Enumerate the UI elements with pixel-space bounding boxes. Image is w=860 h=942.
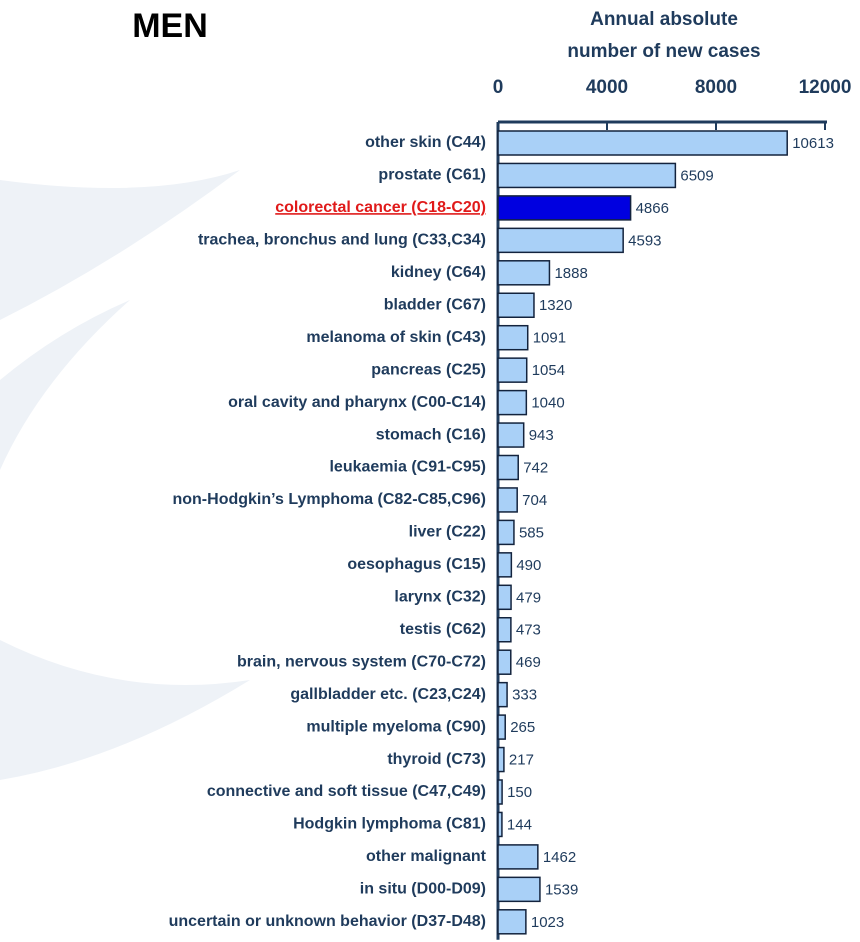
value-label: 742 <box>523 459 548 476</box>
category-label: uncertain or unknown behavior (D37-D48) <box>169 913 486 930</box>
category-label: pancreas (C25) <box>371 361 486 378</box>
category-label: leukaemia (C91-C95) <box>329 459 486 476</box>
bar <box>497 519 515 546</box>
value-label: 1091 <box>533 330 566 347</box>
value-label: 6509 <box>680 167 713 184</box>
background-decoration <box>0 170 250 780</box>
bar <box>497 130 788 156</box>
value-label: 490 <box>516 557 541 574</box>
axis-title: number of new cases <box>567 41 760 62</box>
category-label: non-Hodgkin’s Lymphoma (C82-C85,C96) <box>172 491 486 508</box>
x-tick-label: 8000 <box>695 77 737 98</box>
value-label: 479 <box>516 589 541 606</box>
value-label: 4593 <box>628 232 661 249</box>
x-tick-label: 0 <box>493 77 504 98</box>
axis-title: Annual absolute <box>590 9 738 30</box>
value-label: 1539 <box>545 881 578 898</box>
category-label: trachea, bronchus and lung (C33,C34) <box>198 232 486 249</box>
bar <box>497 357 528 383</box>
category-label: colorectal cancer (C18-C20) <box>275 199 486 216</box>
bar <box>497 195 632 221</box>
bar <box>497 844 539 870</box>
category-label: in situ (D00-D09) <box>360 881 486 898</box>
bar <box>497 649 512 675</box>
bar <box>497 227 624 254</box>
category-label: other skin (C44) <box>365 134 486 151</box>
x-tick-label: 12000 <box>799 77 852 98</box>
value-label: 150 <box>507 784 532 801</box>
value-label: 585 <box>519 524 544 541</box>
category-label: stomach (C16) <box>376 426 486 443</box>
bar <box>497 584 512 611</box>
bar <box>497 552 513 578</box>
bar <box>497 779 503 805</box>
value-label: 1462 <box>543 849 576 866</box>
bar <box>497 324 529 351</box>
category-label: gallbladder etc. (C23,C24) <box>290 686 486 703</box>
category-label: oesophagus (C15) <box>347 556 486 573</box>
value-label: 469 <box>516 654 541 671</box>
bar <box>497 454 519 481</box>
category-label: prostate (C61) <box>378 167 486 184</box>
category-label: bladder (C67) <box>384 296 486 313</box>
bar <box>497 389 528 416</box>
category-label: Hodgkin lymphoma (C81) <box>293 816 486 833</box>
chart-title: MEN <box>132 7 208 45</box>
value-label: 943 <box>529 427 554 444</box>
bar <box>497 487 518 513</box>
category-label: melanoma of skin (C43) <box>306 329 486 346</box>
category-label: kidney (C64) <box>391 264 486 281</box>
value-label: 10613 <box>792 135 834 152</box>
bar <box>497 876 541 903</box>
value-label: 144 <box>507 816 532 833</box>
category-label: liver (C22) <box>409 524 486 541</box>
bar <box>497 811 503 838</box>
value-label: 473 <box>516 622 541 639</box>
category-label: oral cavity and pharynx (C00-C14) <box>228 394 486 411</box>
bar <box>497 617 512 643</box>
bar <box>497 162 677 189</box>
category-label: testis (C62) <box>400 621 486 638</box>
bar <box>497 909 527 935</box>
category-label: thyroid (C73) <box>387 751 486 768</box>
value-label: 1888 <box>554 265 587 282</box>
bar <box>497 681 508 708</box>
category-label: brain, nervous system (C70-C72) <box>237 653 486 670</box>
value-label: 1040 <box>531 395 564 412</box>
value-label: 1054 <box>532 362 565 379</box>
value-label: 1320 <box>539 297 572 314</box>
value-label: 4866 <box>636 200 669 217</box>
category-label: connective and soft tissue (C47,C49) <box>207 783 486 800</box>
bar <box>497 260 551 286</box>
bar <box>497 746 505 773</box>
value-label: 1023 <box>531 914 564 931</box>
bar <box>497 292 535 318</box>
value-label: 265 <box>510 719 535 736</box>
category-label: other malignant <box>366 848 487 865</box>
bar <box>497 714 506 740</box>
value-label: 333 <box>512 687 537 704</box>
category-label: multiple myeloma (C90) <box>306 718 486 735</box>
x-tick-label: 4000 <box>586 77 628 98</box>
category-label: larynx (C32) <box>394 589 486 606</box>
bar <box>497 422 525 448</box>
value-label: 704 <box>522 492 547 509</box>
value-label: 217 <box>509 752 534 769</box>
